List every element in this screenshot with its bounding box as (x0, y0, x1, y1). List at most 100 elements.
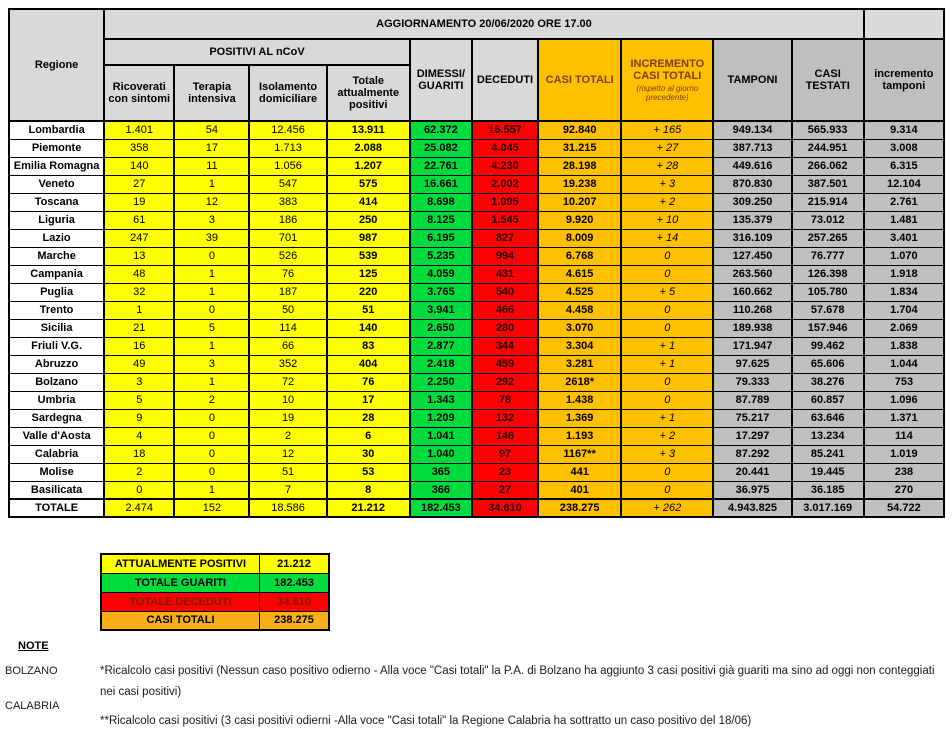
table-row: Sardegna 9 0 19 28 1.209 132 1.369 + 1 75.217 63.6… (7, 408, 946, 428)
cell-incremento_tamponi: 54.722 (862, 498, 946, 518)
cell-terapia: 0 (173, 462, 251, 482)
cell-isolamento: 526 (248, 246, 328, 266)
cell-ricoverati: 358 (103, 138, 176, 158)
cell-deceduti: 466 (470, 300, 540, 320)
table-row: Emilia Romagna 140 11 1.056 1.207 22.761 4.230… (7, 156, 946, 176)
cell-incremento_tamponi: 238 (862, 462, 946, 482)
region-name: Molise (7, 462, 106, 482)
region-name: Veneto (7, 174, 106, 194)
cell-isolamento: 114 (248, 318, 328, 338)
cell-incremento_tamponi: 3.401 (862, 228, 946, 248)
header-incremento-subtitle: (rispetto al giorno precedente) (636, 83, 699, 102)
table-row: Valle d'Aosta 4 0 2 6 1.041 146 1.193 + 2 17.297 1… (7, 426, 946, 446)
region-name: Lazio (7, 228, 106, 248)
cell-casi_totali: 92.840 (537, 120, 623, 140)
cell-terapia: 0 (173, 426, 251, 446)
cell-deceduti: 1.095 (470, 192, 540, 212)
table-row: Piemonte 358 17 1.713 2.088 25.082 4.045 31.215… (7, 138, 946, 158)
header-deceduti: DECEDUTI (470, 38, 540, 122)
cell-dimessi_guariti: 1.040 (408, 444, 473, 464)
cell-incremento_tamponi: 6.315 (862, 156, 946, 176)
table-row: Puglia 32 1 187 220 3.765 540 4.525 + 5 160.662 10… (7, 282, 946, 302)
cell-tamponi: 36.975 (712, 480, 793, 500)
cell-isolamento: 186 (248, 210, 328, 230)
cell-dimessi_guariti: 2.877 (408, 336, 473, 356)
table-body: Lombardia 1.401 54 12.456 13.911 62.372 16.557… (7, 120, 946, 518)
cell-casi_testati: 105.780 (790, 282, 865, 302)
cell-dimessi_guariti: 62.372 (408, 120, 473, 140)
cell-isolamento: 50 (248, 300, 328, 320)
cell-incremento_tamponi: 9.314 (862, 120, 946, 140)
cell-incremento: 0 (620, 300, 715, 320)
cell-casi_totali: 31.215 (537, 138, 623, 158)
table-row: Lombardia 1.401 54 12.456 13.911 62.372 16.557… (7, 120, 946, 140)
header-isolamento: Isolamento domiciliare (248, 64, 328, 122)
cell-isolamento: 76 (248, 264, 328, 284)
table-row: Friuli V.G. 16 1 66 83 2.877 344 3.304 + 1 171.94… (7, 336, 946, 356)
summary-value: 238.275 (259, 610, 330, 631)
region-name: Sardegna (7, 408, 106, 428)
cell-totale_positivi: 414 (325, 192, 411, 212)
table-row: Molise 2 0 51 53 365 23 441 0 20.441 19.445 238 (7, 462, 946, 482)
cell-casi_totali: 6.768 (537, 246, 623, 266)
cell-casi_totali: 4.525 (537, 282, 623, 302)
cell-casi_testati: 19.445 (790, 462, 865, 482)
cell-tamponi: 127.450 (712, 246, 793, 266)
table-row: Veneto 27 1 547 575 16.661 2.002 19.238 + 3 870.8… (7, 174, 946, 194)
cell-tamponi: 387.713 (712, 138, 793, 158)
cell-casi_totali: 4.615 (537, 264, 623, 284)
cell-totale_positivi: 987 (325, 228, 411, 248)
cell-deceduti: 1.545 (470, 210, 540, 230)
cell-incremento_tamponi: 1.019 (862, 444, 946, 464)
cell-casi_totali: 28.198 (537, 156, 623, 176)
region-name: Bolzano (7, 372, 106, 392)
cell-ricoverati: 140 (103, 156, 176, 176)
header-corner-empty (862, 8, 946, 40)
cell-incremento_tamponi: 1.834 (862, 282, 946, 302)
cell-terapia: 0 (173, 444, 251, 464)
cell-ricoverati: 9 (103, 408, 176, 428)
cell-incremento_tamponi: 1.096 (862, 390, 946, 410)
cell-totale_positivi: 51 (325, 300, 411, 320)
region-name: Lombardia (7, 120, 106, 140)
cell-incremento: + 27 (620, 138, 715, 158)
cell-isolamento: 51 (248, 462, 328, 482)
totale-row: TOTALE 2.474 152 18.586 21.212 182.453 34.610 2… (7, 498, 946, 518)
cell-deceduti: 27 (470, 480, 540, 500)
cell-terapia: 152 (173, 498, 251, 518)
cell-tamponi: 79.333 (712, 372, 793, 392)
cell-casi_testati: 85.241 (790, 444, 865, 464)
table-row: Toscana 19 12 383 414 8.698 1.095 10.207 + 2 309.… (7, 192, 946, 212)
cell-ricoverati: 49 (103, 354, 176, 374)
cell-isolamento: 10 (248, 390, 328, 410)
cell-ricoverati: 13 (103, 246, 176, 266)
cell-casi_testati: 266.062 (790, 156, 865, 176)
cell-deceduti: 78 (470, 390, 540, 410)
note-text-calabria: **Ricalcolo casi positivi (3 casi positi… (100, 715, 752, 727)
cell-tamponi: 870.830 (712, 174, 793, 194)
cell-dimessi_guariti: 22.761 (408, 156, 473, 176)
cell-dimessi_guariti: 25.082 (408, 138, 473, 158)
cell-totale_positivi: 125 (325, 264, 411, 284)
region-name: Trento (7, 300, 106, 320)
cell-casi_totali: 2618* (537, 372, 623, 392)
cell-tamponi: 189.938 (712, 318, 793, 338)
cell-totale_positivi: 76 (325, 372, 411, 392)
cell-isolamento: 187 (248, 282, 328, 302)
cell-casi_testati: 38.276 (790, 372, 865, 392)
cell-isolamento: 1.713 (248, 138, 328, 158)
cell-deceduti: 344 (470, 336, 540, 356)
cell-incremento: 0 (620, 246, 715, 266)
cell-totale_positivi: 17 (325, 390, 411, 410)
cell-terapia: 54 (173, 120, 251, 140)
summary-row-totale-deceduti: TOTALE DECEDUTI 34.610 (100, 591, 330, 612)
note-text-bolzano: *Ricalcolo casi positivi (Nessun caso po… (100, 665, 935, 698)
summary-label: CASI TOTALI (100, 610, 260, 631)
cell-deceduti: 459 (470, 354, 540, 374)
cell-incremento_tamponi: 753 (862, 372, 946, 392)
cell-deceduti: 4.045 (470, 138, 540, 158)
region-name: Marche (7, 246, 106, 266)
note-label-calabria: CALABRIA (5, 700, 60, 712)
region-name: Friuli V.G. (7, 336, 106, 356)
cell-casi_testati: 565.933 (790, 120, 865, 140)
